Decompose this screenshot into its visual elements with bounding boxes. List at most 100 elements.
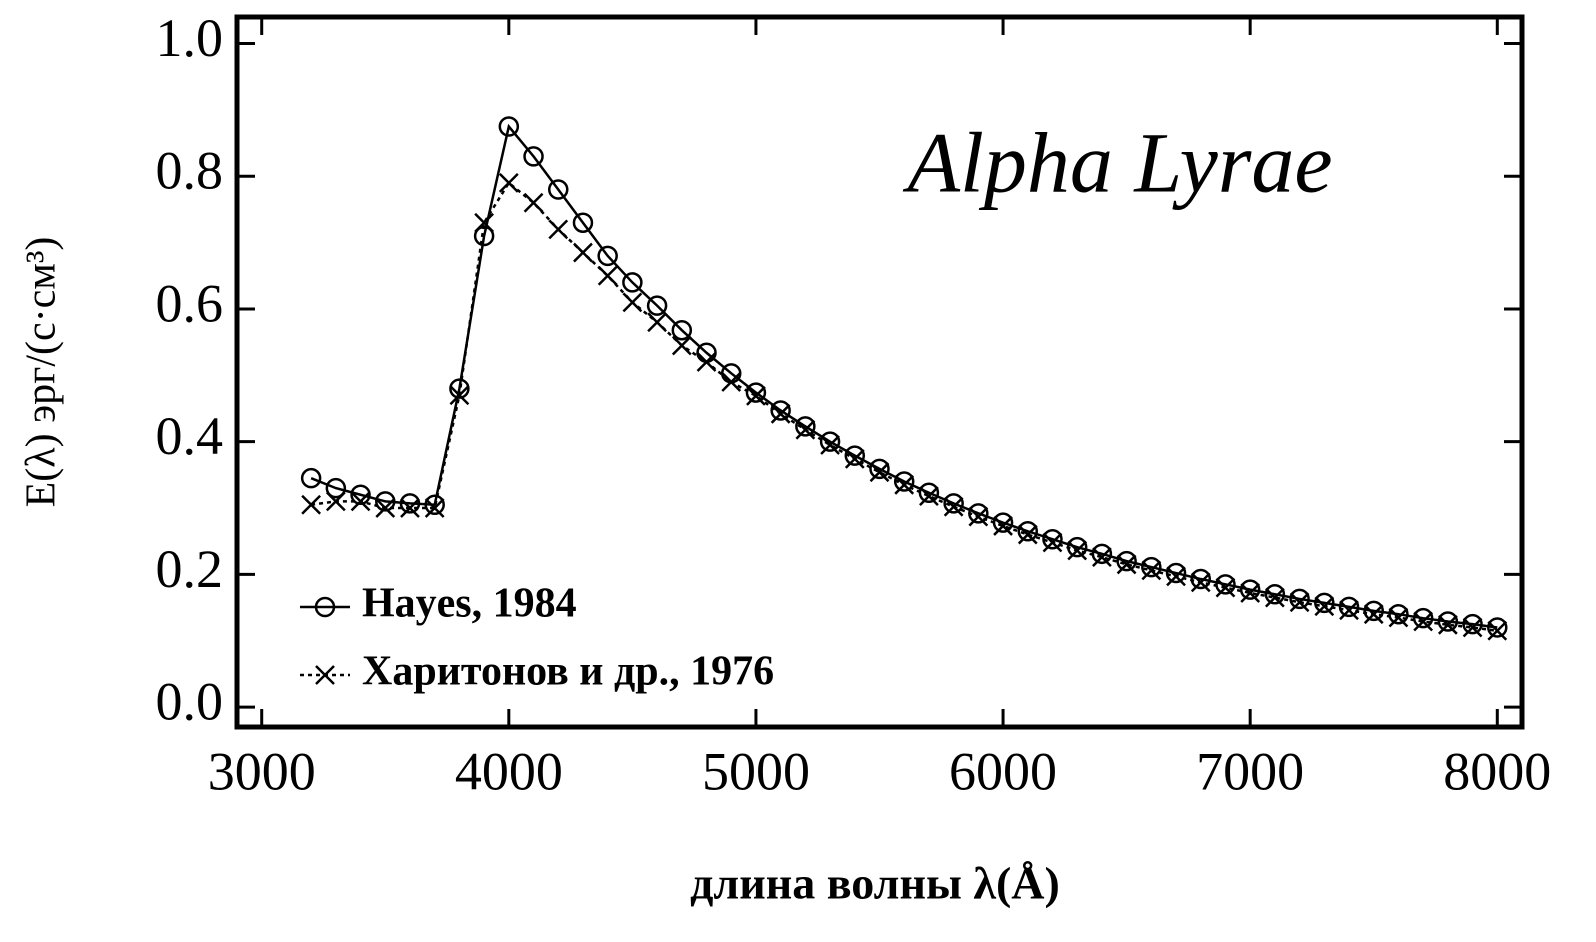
point: [375, 491, 396, 512]
point: [1412, 607, 1434, 629]
point: [1462, 613, 1483, 635]
point: [1388, 603, 1409, 625]
point: [1141, 556, 1162, 578]
point: [919, 486, 939, 506]
x-tick-label: 6000: [949, 741, 1057, 801]
point: [300, 467, 322, 489]
point: [647, 312, 667, 333]
point: [350, 484, 371, 506]
y-tick-label: 0.4: [156, 406, 224, 466]
point: [572, 212, 594, 233]
point: [1042, 532, 1063, 553]
point: [449, 378, 470, 399]
point: [1092, 547, 1112, 568]
point: [646, 295, 668, 316]
point: [746, 386, 766, 406]
point: [1338, 596, 1360, 618]
point: [498, 116, 520, 137]
point: [1264, 587, 1285, 608]
point: [400, 498, 420, 518]
point: [721, 372, 742, 392]
legend-label: Hayes, 1984: [362, 581, 577, 627]
point: [548, 179, 569, 200]
y-tick-label: 0.0: [156, 671, 224, 731]
point: [1264, 584, 1286, 605]
point: [869, 458, 890, 480]
point: [968, 506, 989, 527]
point: [1042, 528, 1063, 550]
legend-marker: [314, 596, 336, 618]
point: [1388, 607, 1409, 628]
point: [1017, 521, 1039, 542]
point: [325, 491, 346, 512]
point: [1413, 611, 1434, 632]
point: [1437, 611, 1459, 632]
x-tick-label: 3000: [208, 741, 316, 801]
point: [943, 496, 964, 517]
point: [1437, 614, 1458, 635]
y-tick-label: 0.8: [156, 141, 224, 201]
point: [1487, 620, 1508, 641]
point: [1240, 583, 1261, 603]
series-line: [310, 123, 1498, 629]
point: [1487, 617, 1508, 638]
point: [1289, 588, 1310, 610]
point: [844, 445, 866, 466]
point: [1141, 560, 1162, 581]
point: [474, 212, 494, 233]
point: [424, 494, 445, 515]
point: [1190, 572, 1211, 593]
point: [844, 449, 865, 469]
point: [819, 431, 841, 452]
point: [424, 498, 445, 518]
point: [671, 335, 692, 356]
y-tick-label: 0.2: [156, 539, 224, 599]
point: [325, 477, 347, 499]
point: [1462, 617, 1483, 638]
legend-marker: [315, 665, 335, 685]
legend-label: Харитонов и др., 1976: [362, 649, 774, 695]
point: [1067, 540, 1088, 561]
point: [523, 146, 544, 167]
point: [1314, 596, 1335, 617]
y-axis-label: E(λ) эрг/(с·см³): [19, 237, 65, 508]
point: [1166, 566, 1186, 587]
point: [597, 265, 618, 286]
point: [1215, 577, 1236, 598]
point: [696, 352, 717, 372]
point: [745, 382, 767, 403]
point: [770, 403, 791, 424]
point: [869, 462, 890, 483]
point: [597, 245, 618, 267]
point: [573, 242, 593, 263]
point: [1215, 574, 1236, 595]
point: [1017, 524, 1038, 545]
point: [1239, 579, 1261, 600]
point: [795, 416, 816, 437]
x-tick-label: 7000: [1196, 741, 1304, 801]
point: [548, 219, 569, 240]
point: [1363, 604, 1384, 625]
annotation: Alpha Lyrae: [902, 115, 1332, 211]
x-tick-label: 4000: [455, 741, 563, 801]
point: [399, 493, 421, 514]
x-axis-label: длина волны λ(Å): [690, 858, 1060, 909]
point: [350, 491, 371, 512]
plot-frame: [234, 14, 1525, 730]
point: [1289, 592, 1310, 613]
point: [523, 192, 544, 213]
point: [1116, 550, 1137, 572]
point: [993, 516, 1013, 536]
series-line: [310, 181, 1498, 633]
point: [770, 400, 791, 421]
point: [943, 493, 964, 514]
point: [622, 292, 643, 313]
point: [820, 435, 840, 455]
point: [1363, 600, 1384, 622]
y-tick-label: 0.6: [156, 273, 224, 333]
x-tick-label: 5000: [702, 741, 810, 801]
point: [622, 272, 643, 293]
point: [301, 494, 322, 515]
point: [1116, 554, 1137, 575]
